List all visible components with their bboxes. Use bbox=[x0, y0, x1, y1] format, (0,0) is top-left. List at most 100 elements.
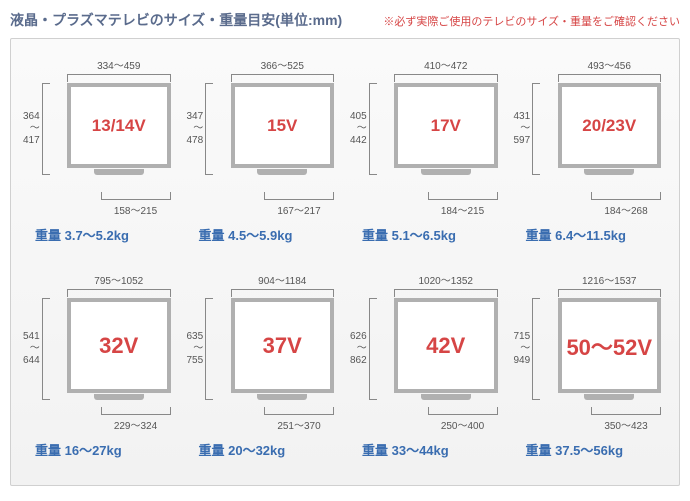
dim-depth-label: 158～215 bbox=[101, 202, 171, 217]
dim-depth: 167～217 bbox=[264, 192, 334, 217]
tv-cell-17v: 410～472 405～442 17V 184～215 重量 5.1～6.5kg bbox=[348, 53, 506, 258]
dim-height-label: 626～862 bbox=[350, 331, 369, 367]
tv-size-label: 13/14V bbox=[67, 83, 171, 168]
tv-size-label: 15V bbox=[231, 83, 335, 168]
dim-width: 904～1184 bbox=[231, 272, 335, 297]
tv-icon: 32V bbox=[67, 298, 171, 400]
tv-cell-13-14v: 334～459 364～417 13/14V 158～215 重量 3.7～5.… bbox=[21, 53, 179, 258]
dim-width-label: 493～456 bbox=[558, 57, 662, 72]
dim-bar-icon bbox=[428, 407, 498, 415]
tv-size-label: 32V bbox=[67, 298, 171, 393]
tv-cell-20-23v: 493～456 431～597 20/23V 184～268 重量 6.4～11… bbox=[512, 53, 670, 258]
tv-figure: 334～459 364～417 13/14V 158～215 bbox=[21, 53, 179, 223]
tv-size-label: 42V bbox=[394, 298, 498, 393]
dim-depth-label: 350～423 bbox=[591, 417, 661, 432]
dim-depth-label: 229～324 bbox=[101, 417, 171, 432]
dim-depth: 350～423 bbox=[591, 407, 661, 432]
dim-depth-label: 184～215 bbox=[428, 202, 498, 217]
dim-height-label: 635～755 bbox=[187, 331, 206, 367]
dim-height-label: 431～597 bbox=[514, 111, 533, 147]
dim-height: 635～755 bbox=[187, 298, 227, 400]
dim-width: 1020～1352 bbox=[394, 272, 498, 297]
tv-stand-icon bbox=[584, 169, 634, 175]
dim-height-label: 405～442 bbox=[350, 111, 369, 147]
tv-figure: 410～472 405～442 17V 184～215 bbox=[348, 53, 506, 223]
tv-icon: 42V bbox=[394, 298, 498, 400]
weight-label: 重量 4.5～5.9kg bbox=[185, 225, 343, 244]
dim-bar-icon bbox=[231, 74, 335, 82]
dim-bar-icon bbox=[231, 289, 335, 297]
dim-bar-icon bbox=[205, 298, 213, 400]
dim-depth: 250～400 bbox=[428, 407, 498, 432]
tv-icon: 50～52V bbox=[558, 298, 662, 400]
dim-width-label: 334～459 bbox=[67, 57, 171, 72]
tv-figure: 1216～1537 715～949 50～52V 350～423 bbox=[512, 268, 670, 438]
dim-width-label: 1020～1352 bbox=[394, 272, 498, 287]
tv-stand-icon bbox=[94, 394, 144, 400]
dim-width-label: 795～1052 bbox=[67, 272, 171, 287]
dim-bar-icon bbox=[101, 192, 171, 200]
dim-depth: 229～324 bbox=[101, 407, 171, 432]
tv-icon: 13/14V bbox=[67, 83, 171, 175]
tv-icon: 15V bbox=[231, 83, 335, 175]
dim-bar-icon bbox=[558, 74, 662, 82]
dim-width-label: 366～525 bbox=[231, 57, 335, 72]
dim-height: 626～862 bbox=[350, 298, 390, 400]
dim-bar-icon bbox=[67, 74, 171, 82]
tv-size-label: 50～52V bbox=[558, 298, 662, 393]
tv-figure: 904～1184 635～755 37V 251～370 bbox=[185, 268, 343, 438]
tv-icon: 37V bbox=[231, 298, 335, 400]
dim-bar-icon bbox=[369, 298, 377, 400]
dim-height: 541～644 bbox=[23, 298, 63, 400]
tv-cell-42v: 1020～1352 626～862 42V 250～400 重量 33～44kg bbox=[348, 268, 506, 473]
tv-icon: 20/23V bbox=[558, 83, 662, 175]
dim-width: 334～459 bbox=[67, 57, 171, 82]
tv-figure: 493～456 431～597 20/23V 184～268 bbox=[512, 53, 670, 223]
dim-bar-icon bbox=[591, 192, 661, 200]
dim-bar-icon bbox=[591, 407, 661, 415]
dim-height-label: 364～417 bbox=[23, 111, 42, 147]
dim-bar-icon bbox=[42, 83, 50, 175]
dim-bar-icon bbox=[264, 192, 334, 200]
tv-size-label: 17V bbox=[394, 83, 498, 168]
tv-stand-icon bbox=[257, 394, 307, 400]
tv-stand-icon bbox=[421, 394, 471, 400]
dim-depth-label: 250～400 bbox=[428, 417, 498, 432]
dim-width-label: 410～472 bbox=[394, 57, 498, 72]
weight-label: 重量 33～44kg bbox=[348, 440, 506, 459]
tv-cell-32v: 795～1052 541～644 32V 229～324 重量 16～27kg bbox=[21, 268, 179, 473]
dim-height: 431～597 bbox=[514, 83, 554, 175]
dim-depth: 251～370 bbox=[264, 407, 334, 432]
tv-cell-37v: 904～1184 635～755 37V 251～370 重量 20～32kg bbox=[185, 268, 343, 473]
dim-bar-icon bbox=[264, 407, 334, 415]
dim-height: 715～949 bbox=[514, 298, 554, 400]
tv-cell-15v: 366～525 347～478 15V 167～217 重量 4.5～5.9kg bbox=[185, 53, 343, 258]
tv-figure: 366～525 347～478 15V 167～217 bbox=[185, 53, 343, 223]
dim-bar-icon bbox=[394, 74, 498, 82]
dim-bar-icon bbox=[101, 407, 171, 415]
dim-depth: 184～215 bbox=[428, 192, 498, 217]
weight-label: 重量 5.1～6.5kg bbox=[348, 225, 506, 244]
tv-stand-icon bbox=[257, 169, 307, 175]
dim-width: 493～456 bbox=[558, 57, 662, 82]
tv-size-label: 20/23V bbox=[558, 83, 662, 168]
dim-width-label: 1216～1537 bbox=[558, 272, 662, 287]
tv-stand-icon bbox=[421, 169, 471, 175]
dim-bar-icon bbox=[428, 192, 498, 200]
dim-bar-icon bbox=[42, 298, 50, 400]
dim-width: 366～525 bbox=[231, 57, 335, 82]
dim-height-label: 347～478 bbox=[187, 111, 206, 147]
header: 液晶・プラズマテレビのサイズ・重量目安(単位:mm) ※必ず実際ご使用のテレビの… bbox=[10, 10, 680, 30]
dim-bar-icon bbox=[394, 289, 498, 297]
dim-depth-label: 184～268 bbox=[591, 202, 661, 217]
weight-label: 重量 16～27kg bbox=[21, 440, 179, 459]
tv-size-label: 37V bbox=[231, 298, 335, 393]
dim-bar-icon bbox=[558, 289, 662, 297]
dim-height: 347～478 bbox=[187, 83, 227, 175]
dim-bar-icon bbox=[67, 289, 171, 297]
dim-bar-icon bbox=[205, 83, 213, 175]
dim-height-label: 541～644 bbox=[23, 331, 42, 367]
tv-figure: 795～1052 541～644 32V 229～324 bbox=[21, 268, 179, 438]
weight-label: 重量 3.7～5.2kg bbox=[21, 225, 179, 244]
dim-height-label: 715～949 bbox=[514, 331, 533, 367]
